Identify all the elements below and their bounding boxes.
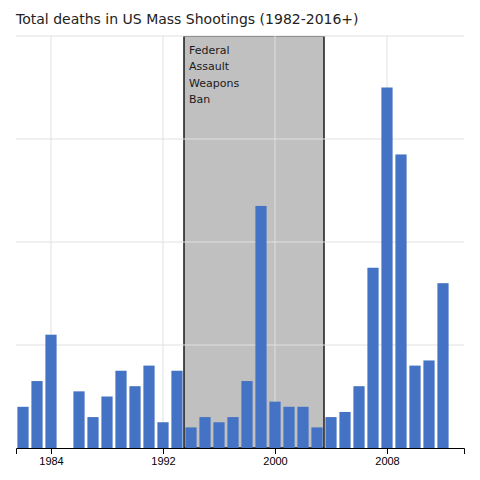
x-axis: 1984 1992 2000 2008	[17, 448, 465, 467]
bar	[297, 407, 308, 448]
bar	[269, 402, 280, 448]
bar	[255, 206, 266, 448]
bar	[59, 448, 70, 449]
grid-line-y	[16, 139, 464, 140]
bar	[213, 422, 224, 448]
title: Total deaths in US Mass Shootings (1982-…	[15, 11, 359, 27]
grid-line-x	[163, 36, 164, 448]
bar	[157, 422, 168, 448]
bar	[339, 412, 350, 448]
bar	[423, 360, 434, 448]
x-tick-label: 1984	[39, 455, 63, 467]
bar	[171, 371, 182, 448]
bar	[325, 417, 336, 448]
bar	[367, 268, 378, 448]
bar	[87, 417, 98, 448]
x-tick: 1992	[151, 448, 175, 467]
x-tick-mark	[163, 448, 164, 454]
bar	[115, 371, 126, 448]
bar	[129, 386, 140, 448]
bar	[143, 366, 154, 448]
chart: 1984 1992 2000 2008 FederalAssaultWeaponsBan…	[0, 0, 480, 480]
x-tick: 2008	[375, 448, 399, 467]
x-tick-mark	[51, 448, 52, 454]
bar	[199, 417, 210, 448]
grid-line-y	[16, 36, 464, 37]
plot: 1984 1992 2000 2008	[16, 36, 465, 467]
grid-line-x	[275, 36, 276, 448]
bars	[17, 88, 448, 449]
x-tick: 1984	[39, 448, 63, 467]
bar	[227, 417, 238, 448]
bar	[381, 88, 392, 449]
x-tick: 2000	[263, 448, 287, 467]
x-tick-label: 1992	[151, 455, 175, 467]
grid	[16, 36, 464, 448]
bar	[395, 154, 406, 448]
bar	[311, 427, 322, 448]
bar	[73, 391, 84, 448]
x-tick-label: 2000	[263, 455, 287, 467]
bar	[409, 366, 420, 448]
bar	[283, 407, 294, 448]
bar	[241, 381, 252, 448]
bar	[185, 427, 196, 448]
bar	[101, 397, 112, 449]
bar	[45, 335, 56, 448]
bar	[17, 407, 28, 448]
annotation: FederalAssaultWeaponsBan	[189, 44, 239, 107]
x-axis-line	[17, 449, 465, 455]
x-tick-mark	[275, 448, 276, 454]
x-tick-mark	[387, 448, 388, 454]
bar	[437, 283, 448, 448]
bar	[31, 381, 42, 448]
bar	[353, 386, 364, 448]
x-tick-label: 2008	[375, 455, 399, 467]
